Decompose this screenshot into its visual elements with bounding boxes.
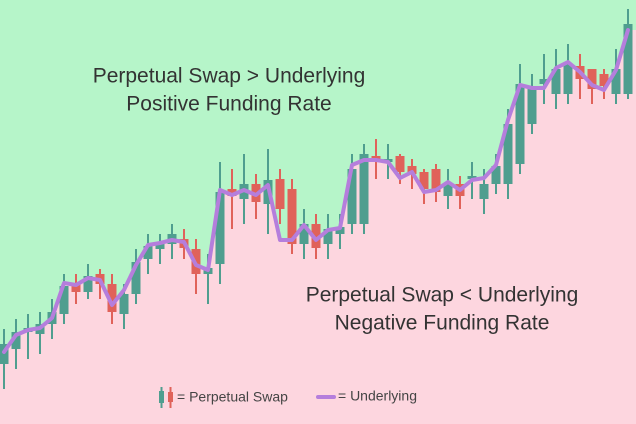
candle-body bbox=[491, 166, 501, 184]
candle-body bbox=[71, 284, 81, 292]
candle-body bbox=[335, 227, 345, 234]
annotation: Positive Funding Rate bbox=[126, 93, 331, 116]
negative-region bbox=[0, 30, 636, 424]
candle-body bbox=[587, 69, 597, 89]
annotation: Perpetual Swap < Underlying bbox=[306, 284, 579, 307]
candle-body bbox=[131, 262, 141, 294]
candle-body bbox=[0, 344, 9, 364]
candle-body bbox=[119, 294, 129, 314]
candle-body bbox=[407, 166, 417, 174]
candle-body bbox=[227, 189, 237, 196]
candle-body bbox=[107, 284, 117, 312]
plot bbox=[0, 9, 633, 389]
legend-label: = Perpetual Swap bbox=[177, 389, 288, 405]
candle-body bbox=[515, 84, 525, 164]
legend-label: = Underlying bbox=[338, 388, 417, 404]
candle-body bbox=[155, 244, 165, 249]
annotation: Perpetual Swap > Underlying bbox=[93, 65, 366, 88]
candle-body bbox=[11, 332, 21, 349]
candle-body bbox=[503, 124, 513, 184]
candle-body bbox=[623, 24, 633, 94]
candle-body bbox=[395, 156, 405, 172]
legend-body bbox=[168, 392, 173, 402]
candle-body bbox=[143, 246, 153, 259]
candle-body bbox=[215, 192, 225, 264]
candle-body bbox=[467, 176, 477, 179]
candle-body bbox=[275, 179, 285, 209]
underlying-line bbox=[2, 28, 630, 354]
candle-body bbox=[59, 286, 69, 314]
candle-body bbox=[563, 64, 573, 94]
candle-body bbox=[359, 154, 369, 224]
legend: = Perpetual Swap = Underlying bbox=[159, 387, 417, 408]
candle-body bbox=[311, 224, 321, 248]
candle-body bbox=[323, 229, 333, 244]
candle-body bbox=[599, 74, 609, 86]
candle-body bbox=[431, 169, 441, 192]
candle-body bbox=[287, 189, 297, 244]
candle-body bbox=[551, 69, 561, 94]
candle-body bbox=[419, 172, 429, 189]
candle-body bbox=[83, 276, 93, 292]
candle-body bbox=[299, 224, 309, 244]
candle-body bbox=[443, 184, 453, 196]
candle-body bbox=[611, 69, 621, 94]
candle-body bbox=[527, 88, 537, 124]
candle-body bbox=[539, 79, 549, 84]
annotation: Negative Funding Rate bbox=[335, 312, 550, 335]
candle-body bbox=[347, 169, 357, 224]
candle-body bbox=[479, 184, 489, 199]
legend-body bbox=[159, 391, 164, 403]
